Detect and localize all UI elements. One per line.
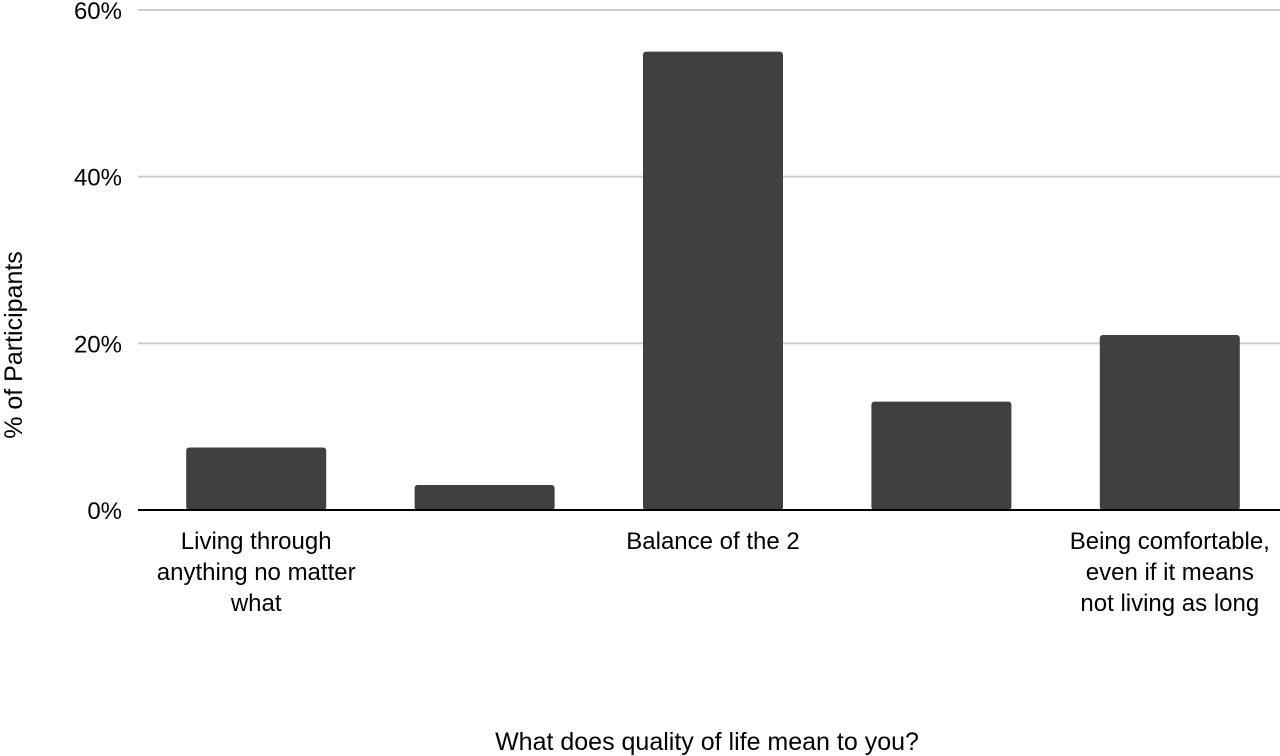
x-category-labels: Living through anything no matter what Bala… bbox=[157, 528, 1270, 617]
x-axis-title: What does quality of life mean to you? bbox=[495, 728, 919, 756]
y-tick-labels: 0% 20% 40% 60% bbox=[74, 0, 122, 525]
x-category-label: Being comfortable, even if it means not li… bbox=[1070, 528, 1270, 617]
x-category-label: Balance of the 2 bbox=[626, 528, 799, 555]
x-category-label: Living through anything no matter what bbox=[157, 528, 356, 617]
bar bbox=[186, 447, 327, 510]
y-tick-label: 60% bbox=[74, 0, 122, 25]
bar bbox=[871, 401, 1012, 510]
bars bbox=[186, 51, 1240, 511]
y-tick-label: 0% bbox=[87, 498, 122, 525]
bar bbox=[414, 485, 555, 510]
y-tick-label: 40% bbox=[74, 165, 122, 192]
y-tick-label: 20% bbox=[74, 331, 122, 358]
y-axis-title: % of Participants bbox=[0, 251, 28, 439]
bar bbox=[1099, 335, 1240, 510]
bar bbox=[643, 51, 783, 511]
